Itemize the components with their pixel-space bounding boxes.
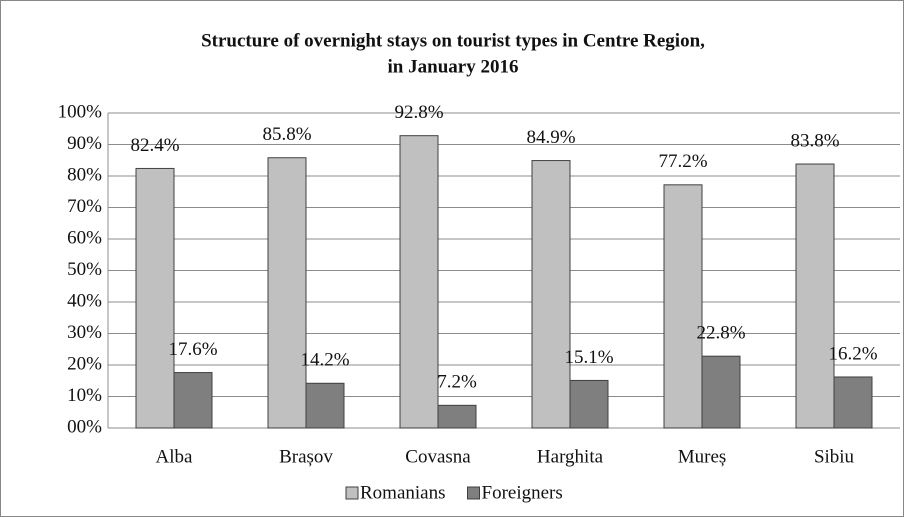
legend-label: Romanians	[360, 482, 446, 503]
bar	[569, 379, 609, 429]
y-tick-label: 00%	[67, 416, 102, 437]
x-tick-label: Alba	[156, 446, 194, 467]
bar	[399, 135, 439, 429]
y-tick-label: 80%	[67, 164, 102, 185]
bar	[531, 160, 571, 429]
y-tick-label: 70%	[67, 196, 102, 217]
data-label: 92.8%	[394, 102, 443, 123]
bar	[701, 355, 741, 429]
y-tick-label: 50%	[67, 259, 102, 280]
x-tick-label: Mureș	[678, 446, 727, 467]
bar	[663, 184, 703, 429]
bar	[437, 404, 477, 429]
chart-title: Structure of overnight stays on tourist …	[201, 30, 705, 51]
data-label: 77.2%	[658, 151, 707, 172]
y-tick-label: 60%	[67, 227, 102, 248]
data-label: 84.9%	[526, 127, 575, 148]
data-label: 83.8%	[790, 130, 839, 151]
y-tick-label: 20%	[67, 353, 102, 374]
x-tick-label: Covasna	[405, 446, 471, 467]
data-label: 14.2%	[300, 350, 349, 371]
data-label: 7.2%	[437, 372, 477, 393]
data-label: 17.6%	[168, 339, 217, 360]
legend-swatch	[345, 486, 359, 500]
x-tick-label: Sibiu	[814, 446, 855, 467]
data-label: 15.1%	[564, 347, 613, 368]
data-label: 85.8%	[262, 124, 311, 145]
bar	[795, 163, 835, 429]
x-tick-label: Brașov	[279, 446, 333, 467]
data-label: 82.4%	[130, 135, 179, 156]
legend-label: Foreigners	[482, 482, 563, 503]
data-label: 22.8%	[696, 323, 745, 344]
x-tick-label: Harghita	[537, 446, 604, 467]
y-tick-label: 90%	[67, 133, 102, 154]
bar	[173, 372, 213, 429]
y-tick-label: 10%	[67, 385, 102, 406]
bar	[833, 376, 873, 429]
y-tick-label: 40%	[67, 290, 102, 311]
bar	[305, 382, 345, 429]
bar	[267, 157, 307, 429]
legend-swatch	[467, 486, 480, 500]
y-tick-label: 30%	[67, 322, 102, 343]
chart-title: in January 2016	[388, 56, 519, 77]
data-label: 16.2%	[828, 343, 877, 364]
y-tick-label: 100%	[58, 101, 103, 122]
bar	[135, 167, 175, 429]
